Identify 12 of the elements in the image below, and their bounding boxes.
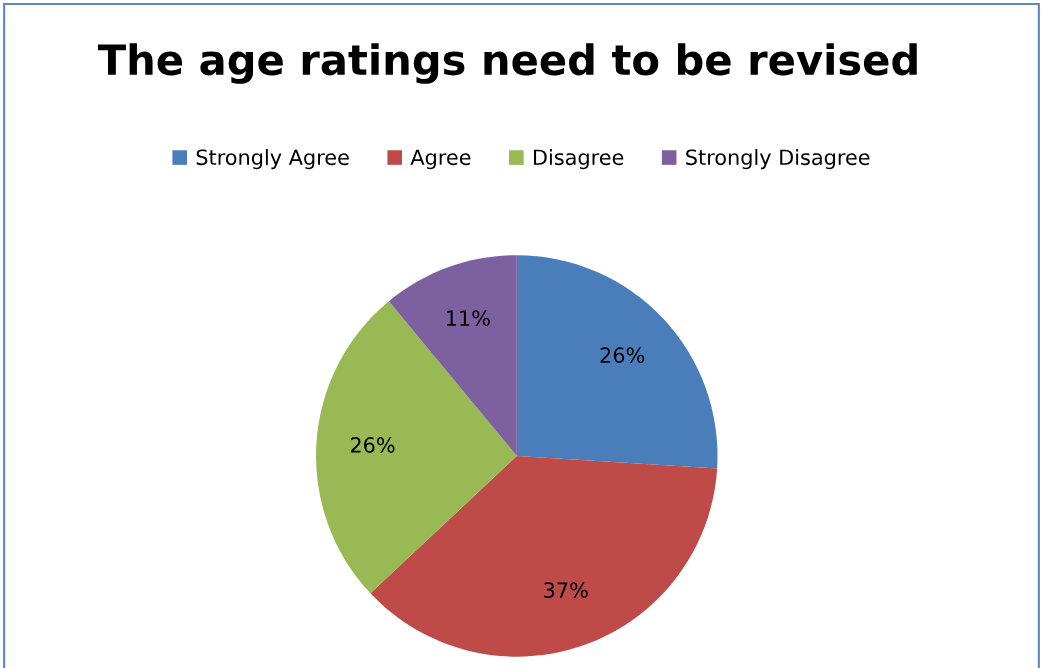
data-label: 26%: [600, 347, 645, 363]
pie-slice: [316, 301, 517, 594]
data-label: 11%: [446, 310, 490, 326]
pie-slice: [516, 255, 718, 469]
chart-title: The age ratings need to be revised: [97, 43, 917, 84]
pie-slice: [370, 455, 718, 657]
data-label: 26%: [350, 437, 395, 453]
legend-label: Strongly Agree: [196, 149, 349, 170]
legend-label: Agree: [410, 149, 471, 170]
legend-label: Strongly Disagree: [686, 149, 870, 170]
legend-label: Disagree: [534, 149, 624, 170]
data-label: 37%: [544, 582, 588, 598]
